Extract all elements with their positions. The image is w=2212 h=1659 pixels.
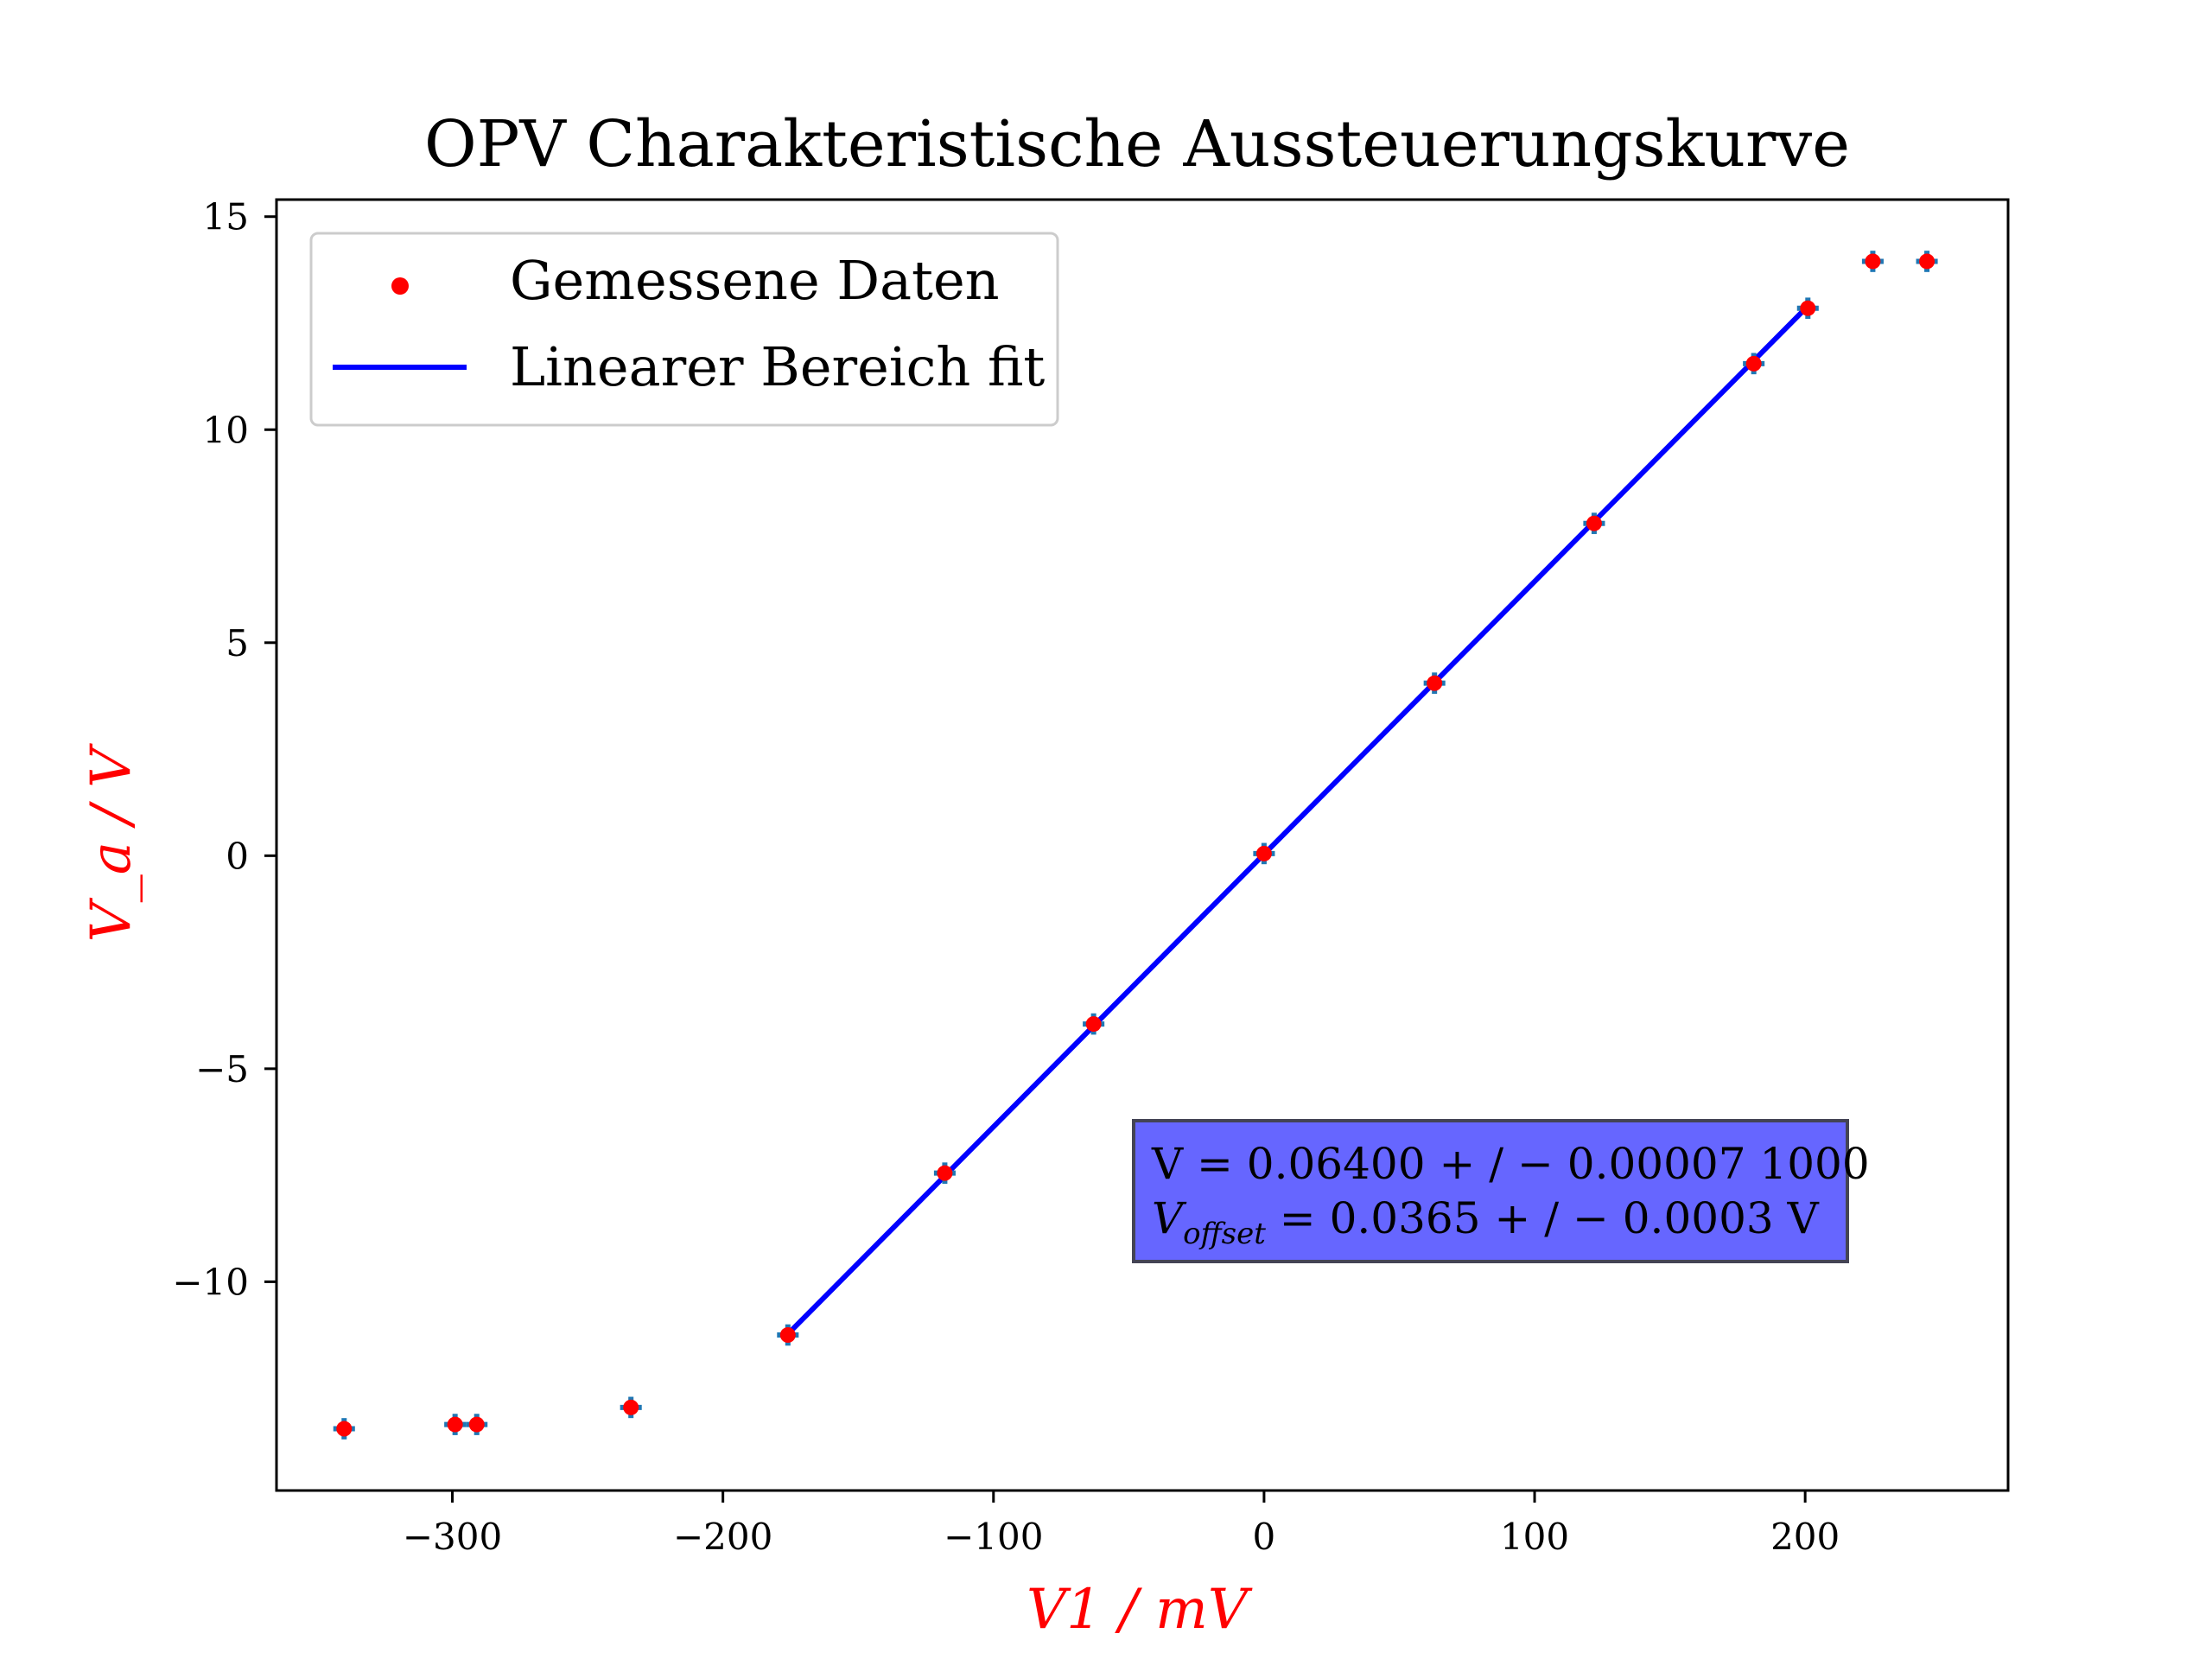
y-tick-label: 10 xyxy=(203,409,249,451)
data-point xyxy=(1253,842,1275,865)
data-point xyxy=(1423,672,1446,694)
x-tick-label: 0 xyxy=(1253,1516,1276,1558)
y-tick-label: −5 xyxy=(195,1048,249,1090)
data-marker xyxy=(1085,1016,1102,1033)
chart-title: OPV Charakteristische Aussteuerungskurve xyxy=(424,107,1850,181)
x-tick-label: 100 xyxy=(1500,1516,1569,1558)
data-marker xyxy=(447,1416,463,1433)
data-marker xyxy=(1427,675,1443,691)
data-marker xyxy=(1745,355,1762,372)
data-point xyxy=(1861,251,1884,272)
data-points xyxy=(333,251,1938,1440)
data-point xyxy=(1583,512,1605,535)
legend-label-data: Gemessene Daten xyxy=(510,249,1000,312)
x-axis-label: V1 / mV xyxy=(1027,1578,1253,1642)
legend-label-fit: Linearer Bereich fit xyxy=(510,335,1045,398)
y-tick-label: 0 xyxy=(226,835,249,877)
annotation-box xyxy=(1132,1119,1849,1263)
annotation-line-2-sub: offset xyxy=(1183,1217,1266,1251)
fit-annotation: V = 0.06400 + / − 0.00007 1000 Voffset =… xyxy=(1132,1119,1870,1263)
legend: Gemessene Daten Linearer Bereich fit xyxy=(309,232,1059,427)
data-marker xyxy=(1800,300,1816,316)
legend-box xyxy=(309,232,1059,427)
data-point xyxy=(466,1414,488,1435)
data-point xyxy=(933,1162,956,1184)
x-tick-label: −200 xyxy=(673,1516,772,1558)
x-tick-label: −100 xyxy=(944,1516,1043,1558)
plot-frame xyxy=(275,198,2010,1492)
annotation-line-1: V = 0.06400 + / − 0.00007 1000 xyxy=(1151,1139,1870,1189)
data-point xyxy=(1743,353,1765,375)
data-marker xyxy=(336,1421,353,1437)
data-marker xyxy=(779,1327,796,1344)
data-marker xyxy=(1919,253,1936,270)
legend-marker-data xyxy=(391,277,409,295)
data-marker xyxy=(1865,253,1881,270)
data-marker xyxy=(937,1165,953,1181)
y-tick-label: −10 xyxy=(172,1261,249,1303)
y-tick-label: 15 xyxy=(203,196,249,238)
data-marker xyxy=(623,1399,639,1415)
data-marker xyxy=(468,1416,485,1433)
axis-ticks: −300 −200 −100 0 100 200 −10 −5 0 5 10 15 xyxy=(172,196,1840,1558)
data-marker xyxy=(1255,845,1272,861)
x-tick-label: −300 xyxy=(403,1516,502,1558)
annotation-line-2: Voffset = 0.0365 + / − 0.0003 V xyxy=(1152,1193,1820,1251)
fit-line-group xyxy=(785,304,1810,1337)
data-point xyxy=(444,1414,467,1435)
data-point xyxy=(1083,1013,1105,1035)
fit-line xyxy=(785,304,1810,1337)
data-marker xyxy=(1586,515,1602,531)
y-tick-label: 5 xyxy=(226,622,249,664)
annotation-line-2-var: V xyxy=(1152,1193,1187,1243)
data-point xyxy=(333,1418,355,1440)
annotation-line-2-rest: = 0.0365 + / − 0.0003 V xyxy=(1266,1193,1820,1243)
data-point xyxy=(1796,297,1819,320)
data-point xyxy=(1916,251,1938,272)
x-tick-label: 200 xyxy=(1770,1516,1840,1558)
data-point xyxy=(620,1396,642,1419)
y-axis-label: V_a / V xyxy=(79,743,143,943)
data-point xyxy=(777,1324,799,1346)
